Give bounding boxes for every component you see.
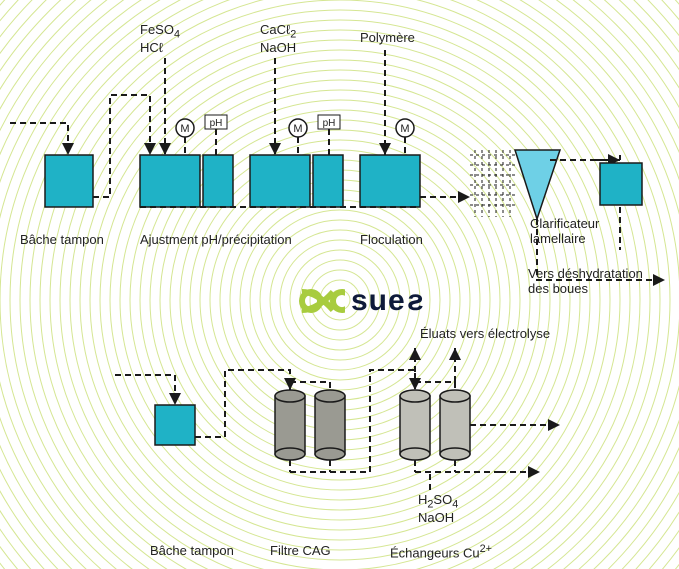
suez-logo-text: sues	[351, 284, 423, 318]
svg-text:pH: pH	[210, 118, 223, 129]
suez-logo-icon	[290, 280, 345, 322]
svg-text:M: M	[180, 123, 189, 135]
svg-text:pH: pH	[323, 118, 336, 129]
svg-text:M: M	[293, 123, 302, 135]
svg-text:M: M	[400, 123, 409, 135]
suez-logo: sues	[290, 280, 423, 322]
